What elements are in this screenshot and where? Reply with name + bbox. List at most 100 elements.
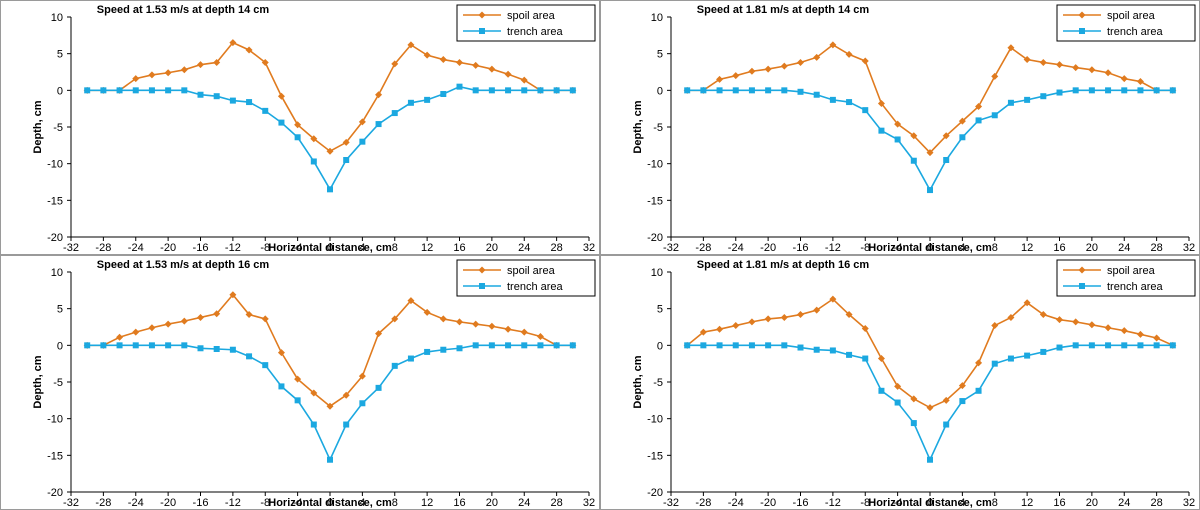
y-tick-label: 5 [57,49,63,61]
data-point [1169,342,1176,349]
data-point [991,72,999,80]
data-point [1024,352,1031,359]
data-point [732,72,740,80]
x-tick-label: 24 [518,497,530,509]
data-point [764,315,772,323]
data-point [732,342,739,349]
data-point [84,87,91,94]
data-point [358,372,366,380]
data-point [975,102,983,110]
data-point [1007,99,1014,106]
data-point [294,397,301,404]
data-point [958,382,966,390]
data-point [1120,327,1128,335]
x-tick-label: 20 [1086,242,1098,254]
series-trench-area [684,342,1176,463]
data-point [1136,78,1144,86]
x-tick-label: 16 [1053,497,1065,509]
x-tick-label: 20 [486,497,498,509]
data-point [343,421,350,428]
x-axis-label: Horizontal distance, cm [868,497,992,509]
data-point [569,87,576,94]
data-point [1121,342,1128,349]
data-point [1007,313,1015,321]
chart-title: Speed at 1.53 m/s at depth 14 cm [97,4,270,16]
data-point [213,58,221,66]
data-point [375,384,382,391]
series-line [87,293,573,408]
x-tick-label: 24 [1118,497,1130,509]
data-point [765,87,772,94]
data-point [829,41,837,49]
data-point [716,325,724,333]
x-tick-label: -4 [293,242,303,254]
data-point [1072,318,1080,326]
legend: spoil area trench area [456,4,596,42]
data-point [148,342,155,349]
data-point [1169,87,1176,94]
legend-label: trench area [507,281,564,293]
chart-panel-2: 10 5 0 -5 -10 -15 -20 -32 -28 -24 -20 -16 -12 -8 -4 0 4 8… [600,0,1200,255]
data-point [699,328,707,336]
chart-title: Speed at 1.81 m/s at depth 16 cm [697,259,870,271]
data-point [1088,87,1095,94]
x-tick-label: -8 [860,242,870,254]
x-tick-label: 0 [327,242,333,254]
data-point [180,317,188,325]
data-point [861,324,869,332]
data-point [861,57,869,65]
data-point [1023,56,1031,64]
data-point [148,71,156,79]
data-point [975,387,982,394]
series-spoil-area [83,291,577,410]
data-point [748,318,756,326]
legend-box [456,259,596,297]
y-tick-label: -20 [647,487,663,499]
y-tick-label: -5 [653,122,663,134]
data-point [846,99,853,106]
y-tick-label: -5 [53,377,63,389]
data-point [164,69,172,77]
data-point [165,87,172,94]
data-point [294,121,302,129]
data-point [213,346,220,352]
data-point [991,322,999,330]
data-point [181,87,188,94]
data-point [456,83,463,90]
data-point [262,107,269,114]
data-point [213,310,221,318]
data-point [537,87,544,94]
data-point [277,349,285,357]
x-tick-label: 28 [551,497,563,509]
y-tick-label: 5 [657,49,663,61]
legend-marker [479,28,485,34]
x-tick-label: 12 [421,497,433,509]
data-point [1023,299,1031,307]
x-tick-label: -20 [160,242,176,254]
y-axis-label: Depth, cm [632,100,644,153]
data-point [407,297,415,305]
legend-label: spoil area [507,10,556,22]
data-point [358,118,366,126]
data-point [84,342,91,349]
data-point [569,342,576,349]
x-tick-label: -16 [793,242,809,254]
series-line [687,344,1173,462]
data-point [197,345,204,352]
series-trench-area [684,87,1176,194]
x-tick-label: 4 [359,497,365,509]
legend-marker [479,283,485,289]
data-point [813,53,821,61]
data-point [132,75,140,83]
legend-box [1056,4,1196,42]
data-point [472,61,480,69]
data-point [943,421,950,428]
data-point [116,342,123,349]
data-point [1024,96,1031,103]
data-point [684,342,691,349]
data-point [1056,89,1063,96]
x-tick-label: -32 [663,497,679,509]
chart-title: Speed at 1.53 m/s at depth 16 cm [97,259,270,271]
